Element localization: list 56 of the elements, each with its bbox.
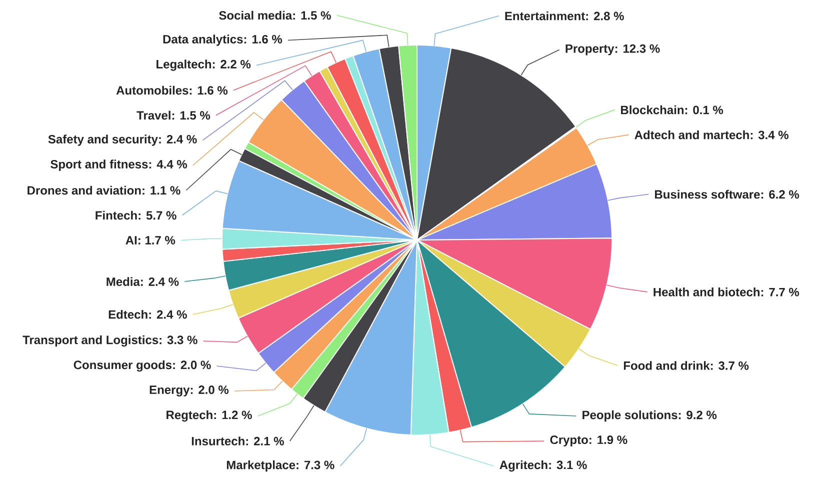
data-label: : 1.5 % <box>172 111 210 120</box>
data-label: : 12.3 % <box>615 44 660 53</box>
slice-label: Agritech <box>500 460 548 472</box>
slice-label: Health and biotech <box>654 288 760 296</box>
data-label: : 1.1 % <box>142 186 180 195</box>
slice-label: Drones and aviation <box>28 186 141 195</box>
data-label: : 1.5 % <box>293 11 331 20</box>
data-label: : 3.1 % <box>549 460 587 470</box>
slice-label: Crypto <box>550 436 588 446</box>
slice-label: Consumer goods <box>74 360 172 372</box>
slice-label: Regtech <box>166 410 212 422</box>
slice-label: Media <box>106 277 140 286</box>
slice-label: Property <box>566 44 614 56</box>
slice-label: Business software <box>655 190 760 199</box>
slice-label: Edtech <box>108 310 148 319</box>
slice-label: AI <box>126 236 137 244</box>
data-label: : 2.4 % <box>159 134 197 144</box>
data-label: : 1.7 % <box>138 236 176 244</box>
data-label: : 3.7 % <box>710 361 749 370</box>
data-label: : 0.1 % <box>685 106 724 114</box>
data-label: : 2.2 % <box>212 60 251 68</box>
slice-label: Entertainment <box>505 11 585 20</box>
data-label: : 5.7 % <box>138 211 176 220</box>
data-label: : 1.6 % <box>190 86 228 95</box>
slice-label: Adtech and martech <box>634 130 749 140</box>
slice-label: Marketplace <box>226 460 296 472</box>
data-label: : 2.4 % <box>141 277 179 286</box>
data-label: : 1.9 % <box>590 436 628 444</box>
slice-label: Sport and fitness <box>50 160 148 171</box>
data-label: : 4.4 % <box>149 160 188 168</box>
data-label: : 2.0 % <box>190 386 229 394</box>
slice-label: People solutions <box>582 410 678 422</box>
data-label: : 6.2 % <box>761 190 800 199</box>
slice-label: Transport and Logistics <box>22 335 158 347</box>
slice-label: Insurtech <box>192 436 244 446</box>
data-label: : 1.2 % <box>214 410 252 420</box>
slice-label: Legaltech <box>156 60 212 71</box>
slice-label: Food and drink <box>624 361 710 370</box>
data-label: : 7.7 % <box>761 288 800 296</box>
slice-label: Fintech <box>96 210 137 220</box>
data-label: : 2.0 % <box>173 360 211 370</box>
slice-label: Blockchain <box>621 105 684 114</box>
data-label: : 3.3 % <box>160 336 198 344</box>
slice-label: Travel <box>136 110 170 120</box>
slice-label: Energy <box>150 386 190 396</box>
slice-label: Safety and security <box>48 134 158 146</box>
slice-label: Automobiles <box>116 86 188 95</box>
slice-label: Data analytics <box>163 34 243 46</box>
data-label: : 2.1 % <box>246 436 284 446</box>
slice-label: Social media <box>219 10 292 20</box>
data-label: : 9.2 % <box>678 410 717 420</box>
data-label: : 1.6 % <box>244 34 282 44</box>
data-label: : 2.8 % <box>586 12 624 20</box>
data-label: : 2.4 % <box>149 310 187 319</box>
data-label: : 3.4 % <box>750 130 788 140</box>
data-label: : 7.3 % <box>296 460 334 470</box>
